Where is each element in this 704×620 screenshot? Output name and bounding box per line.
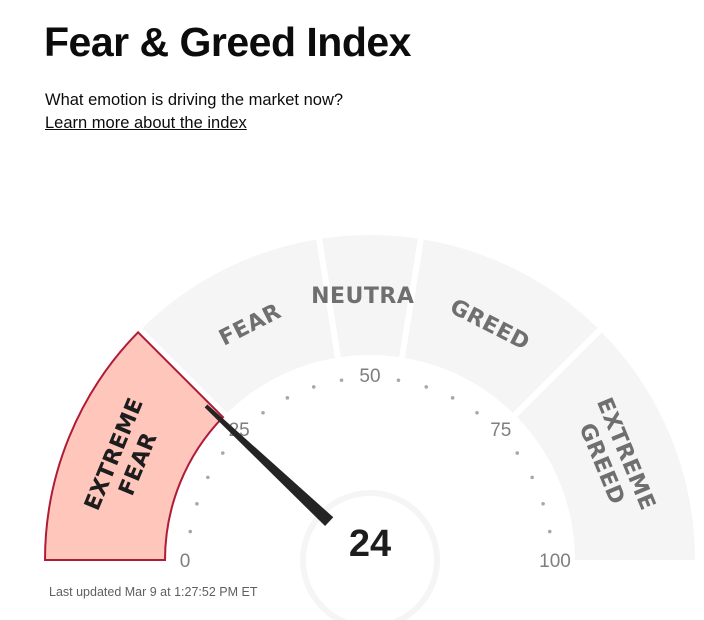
segment-fear (142, 239, 335, 413)
gauge-scale-dots (188, 378, 552, 534)
tick-label-50: 50 (359, 366, 380, 387)
scale-dot (206, 475, 210, 480)
scale-dot (541, 501, 545, 506)
gauge-needle (204, 404, 334, 527)
scale-dot (261, 410, 265, 415)
segment-extreme-greed (517, 332, 695, 560)
scale-dot (188, 529, 193, 534)
last-updated: Last updated Mar 9 at 1:27:52 PM ET (49, 585, 258, 599)
tick-label-100: 100 (539, 551, 571, 572)
segment-extreme-fear (43, 330, 225, 561)
scale-dot (195, 501, 199, 506)
learn-more-link[interactable]: Learn more about the index (45, 114, 247, 132)
scale-dot (339, 378, 344, 383)
segment-greed (405, 239, 598, 413)
scale-dot (396, 378, 401, 383)
needle-pointer (204, 404, 334, 527)
tick-label-75: 75 (490, 420, 511, 441)
segment-neutral (322, 235, 418, 358)
scale-dot (220, 451, 225, 455)
gauge-value: 24 (349, 523, 391, 565)
scale-dot (515, 451, 520, 455)
scale-dot (424, 385, 429, 389)
page-subtitle: What emotion is driving the market now? (45, 91, 344, 109)
gauge-hub (300, 490, 440, 620)
scale-dot (547, 529, 552, 534)
tick-label-0: 0 (180, 551, 191, 572)
scale-dot (475, 410, 479, 415)
scale-dot (530, 475, 534, 480)
scale-dot (450, 396, 455, 400)
segment-neutral-label: NEUTRAL (311, 284, 429, 309)
page-title: Fear & Greed Index (44, 19, 411, 65)
scale-dot (285, 396, 290, 400)
scale-dot (311, 385, 316, 389)
